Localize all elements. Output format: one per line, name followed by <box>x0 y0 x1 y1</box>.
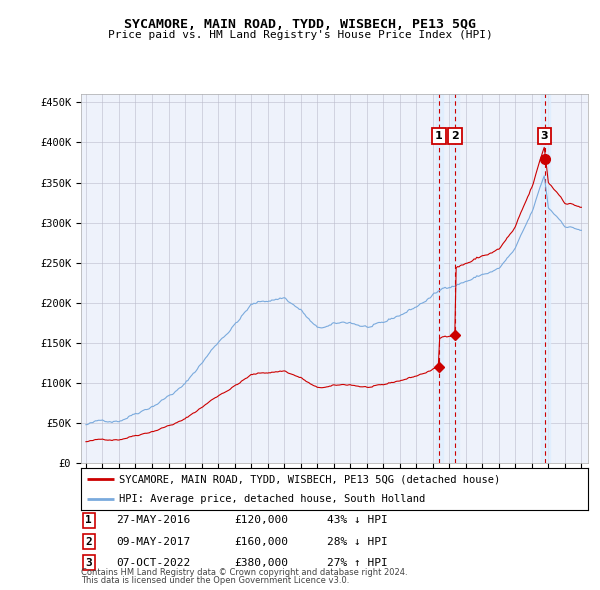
Text: SYCAMORE, MAIN ROAD, TYDD, WISBECH, PE13 5QG: SYCAMORE, MAIN ROAD, TYDD, WISBECH, PE13… <box>124 18 476 31</box>
Text: This data is licensed under the Open Government Licence v3.0.: This data is licensed under the Open Gov… <box>81 576 349 585</box>
Text: 3: 3 <box>85 558 92 568</box>
Bar <box>451 94 459 463</box>
Text: 28% ↓ HPI: 28% ↓ HPI <box>327 537 388 546</box>
Text: 27% ↑ HPI: 27% ↑ HPI <box>327 558 388 568</box>
Bar <box>541 94 550 463</box>
Text: HPI: Average price, detached house, South Holland: HPI: Average price, detached house, Sout… <box>119 494 425 504</box>
Text: 1: 1 <box>85 516 92 525</box>
Text: 1: 1 <box>435 131 443 141</box>
Text: 2: 2 <box>451 131 459 141</box>
Text: SYCAMORE, MAIN ROAD, TYDD, WISBECH, PE13 5QG (detached house): SYCAMORE, MAIN ROAD, TYDD, WISBECH, PE13… <box>119 474 500 484</box>
Text: 2: 2 <box>85 537 92 546</box>
Text: 07-OCT-2022: 07-OCT-2022 <box>116 558 190 568</box>
Text: £380,000: £380,000 <box>234 558 288 568</box>
Text: £160,000: £160,000 <box>234 537 288 546</box>
Text: 3: 3 <box>541 131 548 141</box>
Text: 09-MAY-2017: 09-MAY-2017 <box>116 537 190 546</box>
Text: 27-MAY-2016: 27-MAY-2016 <box>116 516 190 525</box>
Text: Contains HM Land Registry data © Crown copyright and database right 2024.: Contains HM Land Registry data © Crown c… <box>81 568 407 577</box>
Text: £120,000: £120,000 <box>234 516 288 525</box>
Text: Price paid vs. HM Land Registry's House Price Index (HPI): Price paid vs. HM Land Registry's House … <box>107 30 493 40</box>
Bar <box>436 94 443 463</box>
Text: 43% ↓ HPI: 43% ↓ HPI <box>327 516 388 525</box>
